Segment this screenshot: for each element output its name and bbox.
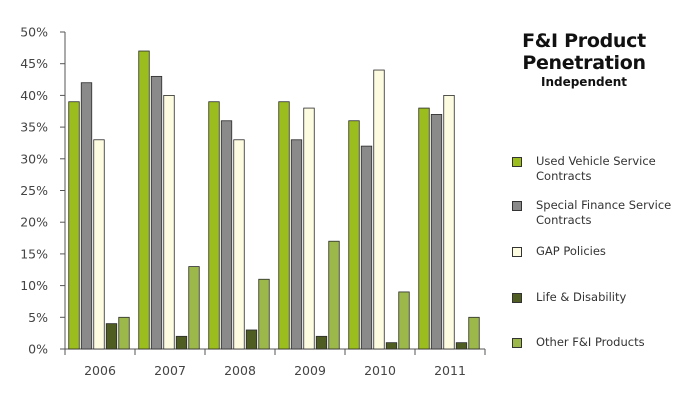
bar-other-2009 <box>328 240 340 350</box>
bar-life-2006 <box>105 323 118 350</box>
y-tick-label: 15% <box>20 246 48 261</box>
bar-used-vehicle-2010 <box>348 120 360 350</box>
legend-swatch-life <box>512 293 522 303</box>
x-tick-label: 2007 <box>154 363 186 378</box>
legend-swatch-used-vehicle <box>512 157 522 167</box>
bar-special-finance-2011 <box>430 114 443 350</box>
chart-title-line-1: F&I Product <box>522 30 646 52</box>
legend-swatch-other <box>512 338 522 348</box>
bar-gap-2006 <box>93 139 105 350</box>
x-tick-label: 2006 <box>84 363 116 378</box>
x-tick-label: 2011 <box>434 363 466 378</box>
y-tick-label: 20% <box>20 215 48 230</box>
chart-title-line-2: Penetration <box>522 52 646 74</box>
legend-label-gap: GAP Policies <box>536 244 606 258</box>
bar-gap-2007 <box>163 95 175 350</box>
bar-life-2008 <box>245 329 258 350</box>
bar-used-vehicle-2006 <box>68 101 80 350</box>
bar-special-finance-2010 <box>360 145 373 350</box>
bar-other-2006 <box>118 316 130 350</box>
bar-other-2011 <box>468 316 480 350</box>
y-tick-label: 40% <box>20 88 48 103</box>
y-tick-label: 30% <box>20 151 48 166</box>
legend-label-used-vehicle: Used Vehicle Service Contracts <box>536 154 656 183</box>
bar-used-vehicle-2008 <box>208 101 220 350</box>
legend-label-other: Other F&I Products <box>536 335 645 349</box>
bar-special-finance-2009 <box>290 139 303 350</box>
y-tick-label: 0% <box>28 342 48 357</box>
bar-special-finance-2006 <box>80 82 93 350</box>
y-tick-label: 45% <box>20 56 48 71</box>
bar-special-finance-2007 <box>150 75 163 350</box>
bar-other-2007 <box>188 266 200 350</box>
bar-gap-2011 <box>443 95 455 350</box>
bar-life-2007 <box>175 335 188 350</box>
y-tick-label: 50% <box>20 25 48 40</box>
y-tick-label: 5% <box>28 310 48 325</box>
legend-label-special-finance: Special Finance Service Contracts <box>536 198 672 227</box>
legend-swatch-special-finance <box>512 201 522 211</box>
bar-used-vehicle-2011 <box>418 107 430 350</box>
legend-swatch-gap <box>512 247 522 257</box>
x-tick-label: 2010 <box>364 363 396 378</box>
chart-title-block: F&I Product Penetration Independent <box>496 30 672 90</box>
bar-life-2011 <box>455 342 468 350</box>
x-tick-label: 2009 <box>294 363 326 378</box>
bar-gap-2009 <box>303 107 315 350</box>
bar-other-2008 <box>258 278 270 350</box>
y-tick-label: 10% <box>20 278 48 293</box>
bar-used-vehicle-2009 <box>278 101 290 350</box>
y-tick-label: 35% <box>20 120 48 135</box>
chart-subtitle: Independent <box>540 75 627 89</box>
x-tick-label: 2008 <box>224 363 256 378</box>
bar-used-vehicle-2007 <box>138 50 150 350</box>
legend-label-life: Life & Disability <box>536 290 627 304</box>
bar-life-2009 <box>315 335 328 350</box>
y-tick-label: 25% <box>20 183 48 198</box>
bar-gap-2010 <box>373 69 385 350</box>
bar-gap-2008 <box>233 139 245 350</box>
bar-life-2010 <box>385 342 398 350</box>
bar-special-finance-2008 <box>220 120 233 350</box>
bar-other-2010 <box>398 291 410 350</box>
